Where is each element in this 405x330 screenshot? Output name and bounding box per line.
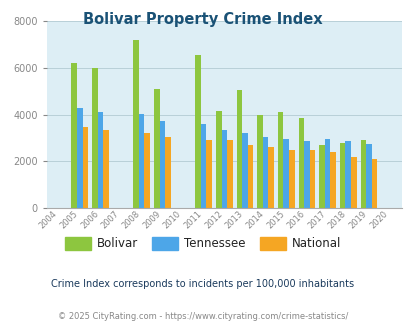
Bar xyxy=(257,115,262,208)
Bar xyxy=(324,139,330,208)
Bar xyxy=(345,142,350,208)
Bar xyxy=(82,127,88,208)
Bar xyxy=(159,120,165,208)
Bar xyxy=(360,140,365,208)
Bar xyxy=(350,157,356,208)
Bar xyxy=(309,149,315,208)
Bar xyxy=(200,124,206,208)
Bar xyxy=(206,140,211,208)
Bar xyxy=(262,137,268,208)
Bar xyxy=(103,130,109,208)
Bar xyxy=(242,133,247,208)
Bar xyxy=(226,140,232,208)
Bar xyxy=(268,147,273,208)
Bar xyxy=(318,145,324,208)
Bar xyxy=(144,133,150,208)
Bar xyxy=(288,149,294,208)
Bar xyxy=(77,108,82,208)
Bar xyxy=(139,114,144,208)
Legend: Bolivar, Tennessee, National: Bolivar, Tennessee, National xyxy=(60,232,345,255)
Bar xyxy=(371,159,376,208)
Text: Crime Index corresponds to incidents per 100,000 inhabitants: Crime Index corresponds to incidents per… xyxy=(51,279,354,289)
Bar xyxy=(221,130,226,208)
Bar xyxy=(165,137,170,208)
Bar xyxy=(133,40,139,208)
Bar xyxy=(339,143,345,208)
Text: © 2025 CityRating.com - https://www.cityrating.com/crime-statistics/: © 2025 CityRating.com - https://www.city… xyxy=(58,312,347,321)
Bar xyxy=(153,89,159,208)
Bar xyxy=(195,55,200,208)
Bar xyxy=(71,63,77,208)
Bar xyxy=(330,152,335,208)
Text: Bolivar Property Crime Index: Bolivar Property Crime Index xyxy=(83,12,322,26)
Bar xyxy=(236,90,242,208)
Bar xyxy=(365,144,371,208)
Bar xyxy=(215,111,221,208)
Bar xyxy=(92,68,97,208)
Bar xyxy=(283,139,288,208)
Bar xyxy=(247,145,253,208)
Bar xyxy=(97,112,103,208)
Bar xyxy=(277,112,283,208)
Bar xyxy=(303,142,309,208)
Bar xyxy=(298,118,303,208)
